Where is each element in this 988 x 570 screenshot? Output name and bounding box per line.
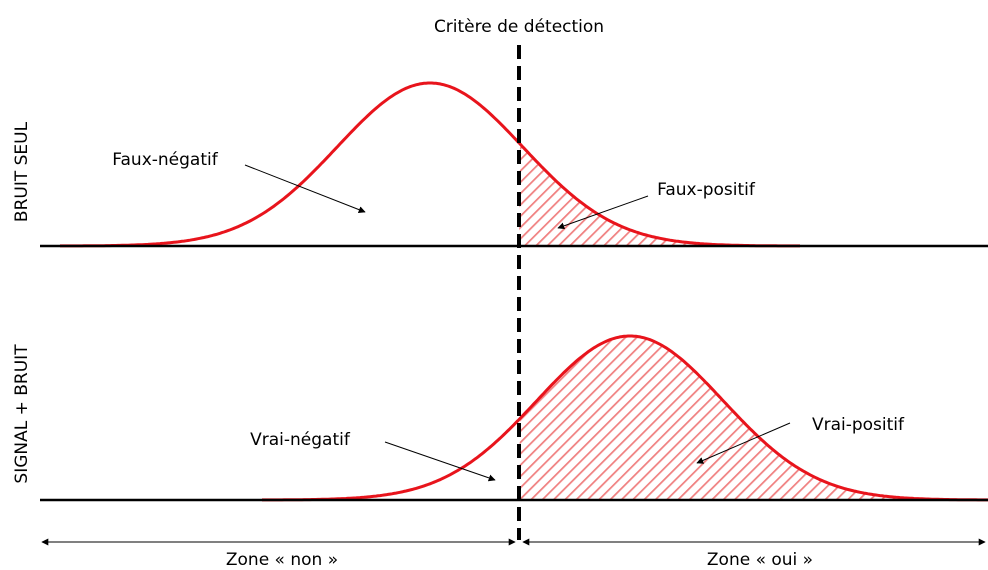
region-label: Vrai-négatif	[250, 430, 351, 450]
false-positive-area	[519, 143, 800, 246]
region-label: Faux-positif	[657, 180, 756, 200]
pointer-arrow	[696, 422, 791, 464]
pointer-arrow	[384, 441, 496, 482]
region-label: Faux-négatif	[112, 150, 218, 170]
noise-curve	[60, 81, 800, 248]
region-label: Vrai-positif	[812, 415, 905, 435]
panel-label: BRUIT SEUL	[12, 121, 32, 222]
title: Critère de détection	[434, 17, 604, 37]
pointer-arrow	[244, 164, 366, 213]
zone-label: Zone « non »	[226, 550, 338, 570]
pointer-arrow	[557, 195, 649, 230]
signal-curve	[262, 334, 988, 502]
panel-label: SIGNAL + BRUIT	[12, 344, 32, 484]
true-positive-area	[519, 336, 988, 500]
zone-label: Zone « oui »	[707, 550, 813, 570]
